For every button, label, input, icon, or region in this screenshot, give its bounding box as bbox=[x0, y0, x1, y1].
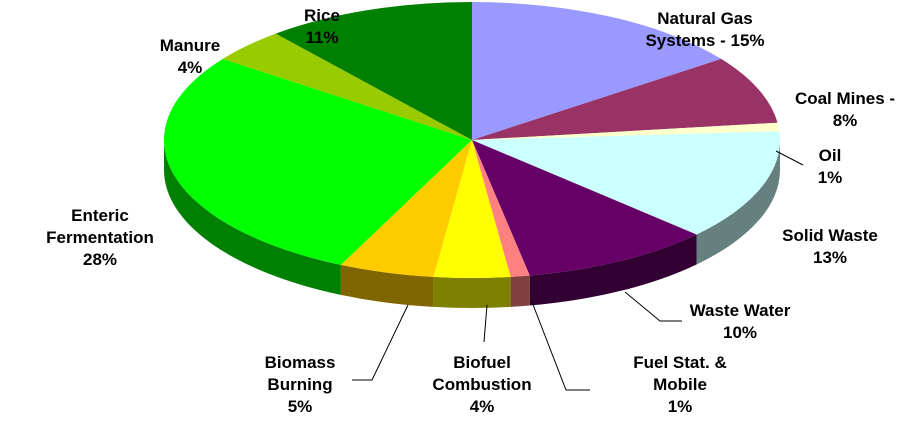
slice-label: Natural Gas Systems - 15% bbox=[630, 8, 780, 52]
value-label: 8% bbox=[832, 111, 858, 130]
slice bbox=[472, 122, 780, 140]
category-name: Waste Water bbox=[689, 301, 791, 320]
slice bbox=[472, 131, 780, 235]
category-name: Biofuel Combustion bbox=[432, 353, 532, 394]
slice-side bbox=[164, 140, 341, 295]
leader-line bbox=[483, 304, 488, 343]
leader-line bbox=[531, 301, 590, 391]
slice bbox=[472, 58, 778, 140]
slice-label: Rice 11% bbox=[282, 5, 362, 49]
slice-side bbox=[433, 276, 511, 308]
slice-side bbox=[510, 275, 530, 307]
slice bbox=[222, 33, 472, 140]
category-name: Manure bbox=[159, 36, 221, 55]
value-label: 1% bbox=[817, 168, 843, 187]
slice bbox=[472, 2, 722, 140]
category-name: Enteric Fermentation bbox=[46, 206, 154, 247]
category-name: Coal Mines - bbox=[794, 89, 896, 108]
slice-label: Biomass Burning 5% bbox=[254, 352, 346, 418]
value-label: 13% bbox=[812, 248, 848, 267]
slice-label: Fuel Stat. & Mobile 1% bbox=[624, 352, 736, 418]
leader-line bbox=[624, 291, 682, 322]
slice bbox=[433, 140, 511, 278]
value-label: 15% bbox=[730, 31, 765, 50]
value-label: 4% bbox=[469, 397, 495, 416]
category-name: Rice bbox=[304, 6, 340, 25]
category-name: Solid Waste bbox=[782, 226, 878, 245]
leader-line bbox=[775, 150, 804, 166]
slice-label: Manure 4% bbox=[150, 35, 230, 79]
slice bbox=[275, 2, 472, 140]
slice-label: Oil 1% bbox=[810, 145, 850, 189]
slice bbox=[472, 140, 697, 276]
slice bbox=[472, 140, 530, 277]
slice bbox=[340, 140, 472, 277]
slice bbox=[163, 58, 472, 265]
leader-line bbox=[352, 304, 409, 381]
value-label: 1% bbox=[667, 397, 693, 416]
value-label: 4% bbox=[177, 58, 203, 77]
slice-side bbox=[340, 264, 434, 307]
slice-label: Solid Waste 13% bbox=[775, 225, 885, 269]
value-label: 10% bbox=[722, 323, 758, 342]
slice-side bbox=[529, 234, 697, 306]
category-name: Oil bbox=[818, 146, 842, 165]
value-label: 5% bbox=[287, 397, 313, 416]
slice-label: Biofuel Combustion 4% bbox=[426, 352, 538, 418]
slice-label: Enteric Fermentation 28% bbox=[33, 205, 168, 271]
category-name: Biomass Burning bbox=[264, 353, 336, 394]
category-name: Fuel Stat. & Mobile bbox=[633, 353, 727, 394]
value-label: 11% bbox=[305, 28, 339, 47]
slice-label: Waste Water 10% bbox=[680, 300, 800, 344]
slice-side bbox=[696, 140, 780, 265]
category-name: Natural Gas Systems - bbox=[645, 9, 753, 50]
slice-label: Coal Mines - 8% bbox=[788, 88, 903, 132]
value-label: 28% bbox=[82, 250, 118, 269]
